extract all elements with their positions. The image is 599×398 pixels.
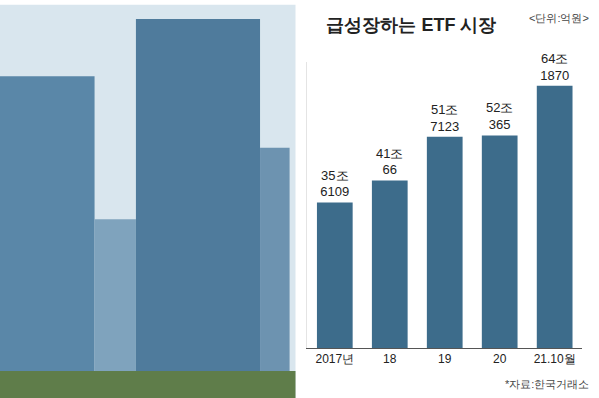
svg-text:51조7123: 51조7123	[430, 102, 459, 134]
svg-text:41조66: 41조66	[376, 146, 403, 178]
svg-text:52조365: 52조365	[486, 100, 513, 132]
svg-text:2017년: 2017년	[315, 352, 354, 366]
svg-text:*자료:한국거래소: *자료:한국거래소	[505, 378, 589, 390]
svg-text:20: 20	[493, 352, 507, 366]
svg-text:19: 19	[438, 352, 452, 366]
svg-text:급성장하는 ETF 시장: 급성장하는 ETF 시장	[326, 15, 496, 35]
svg-text:<단위:억원>: <단위:억원>	[529, 12, 589, 24]
svg-text:64조1870: 64조1870	[540, 51, 569, 83]
svg-text:18: 18	[383, 352, 397, 366]
svg-text:35조6109: 35조6109	[320, 168, 349, 200]
svg-text:21.10월: 21.10월	[534, 352, 576, 366]
